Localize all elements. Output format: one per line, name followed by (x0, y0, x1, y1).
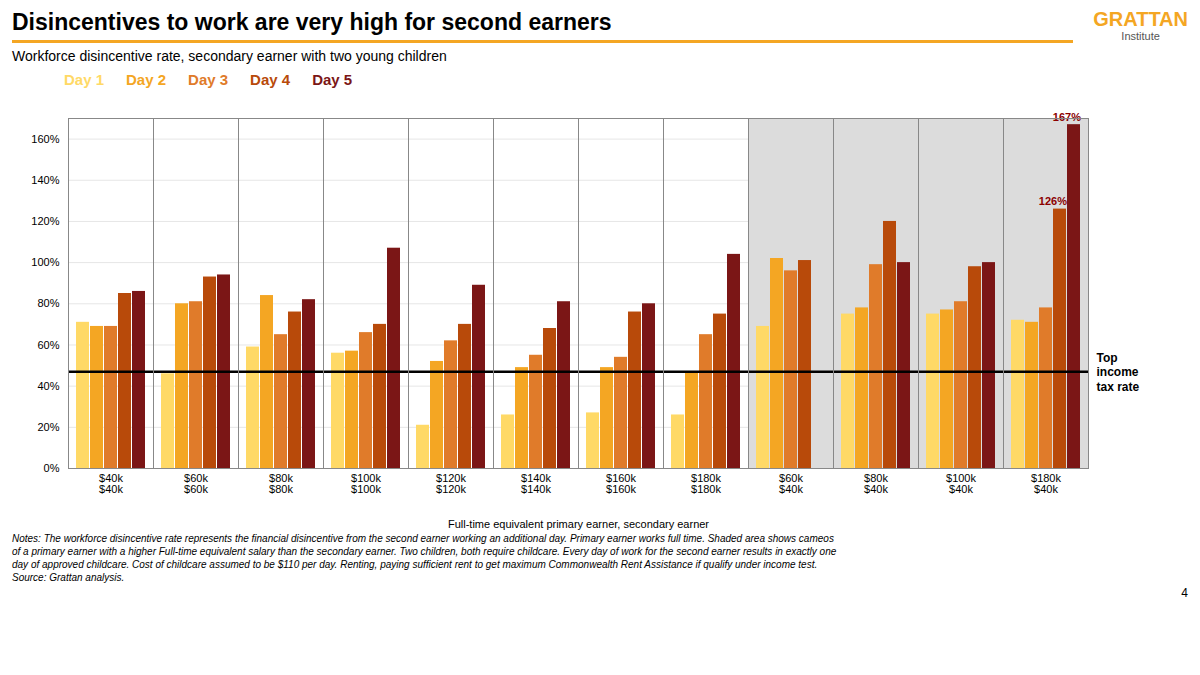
html-text:Day 5: Day 5 (312, 71, 353, 88)
svg-text:$180k$40k: $180k$40k (1031, 472, 1061, 495)
svg-text:$160k$160k: $160k$160k (606, 472, 636, 495)
svg-text:$100k$100k: $100k$100k (351, 472, 381, 495)
svg-text:$60k$40k: $60k$40k (779, 472, 803, 495)
html-text:day of approved childcare. Cos: day of approved childcare. Cost of child… (12, 559, 818, 570)
svg-text:167%: 167% (1053, 111, 1081, 123)
svg-text:$180k$180k: $180k$180k (691, 472, 721, 495)
html-text:GRATTAN: GRATTAN (1093, 8, 1188, 30)
svg-text:80%: 80% (37, 297, 59, 309)
svg-text:Full-time equivalent primary e: Full-time equivalent primary earner, sec… (448, 518, 709, 530)
svg-text:40%: 40% (37, 380, 59, 392)
html-text:4: 4 (1181, 586, 1188, 600)
html-text:Day 2: Day 2 (126, 71, 167, 88)
svg-text:100%: 100% (31, 256, 59, 268)
svg-text:126%: 126% (1039, 195, 1067, 207)
svg-text:$40k$40k: $40k$40k (99, 472, 123, 495)
svg-text:60%: 60% (37, 338, 59, 350)
svg-text:20%: 20% (37, 421, 59, 433)
svg-text:Topincometax rate: Topincometax rate (1097, 351, 1140, 394)
html-text:Source: Grattan analysis.: Source: Grattan analysis. (12, 572, 125, 583)
svg-text:160%: 160% (31, 133, 59, 145)
html-text:Day 4: Day 4 (250, 71, 291, 88)
svg-text:$80k$80k: $80k$80k (269, 472, 293, 495)
html-text:of a primary earner with a hig: of a primary earner with a higher Full-t… (12, 546, 837, 557)
svg-text:$80k$40k: $80k$40k (864, 472, 888, 495)
svg-text:140%: 140% (31, 174, 59, 186)
html-text:Day 3: Day 3 (188, 71, 229, 88)
svg-text:$140k$140k: $140k$140k (521, 472, 551, 495)
html-text:Workforce disincentive rate, s: Workforce disincentive rate, secondary e… (12, 48, 447, 64)
html-text:Disincentives to work are very: Disincentives to work are very high for … (12, 9, 612, 35)
svg-text:$100k$40k: $100k$40k (946, 472, 976, 495)
html-text:Notes: The workforce disincent: Notes: The workforce disincentive rate r… (12, 533, 834, 544)
html-text:Day 1: Day 1 (64, 71, 104, 88)
svg-text:$60k$60k: $60k$60k (184, 472, 208, 495)
html-text:Institute: Institute (1121, 30, 1160, 42)
svg-text:0%: 0% (44, 462, 60, 474)
svg-text:120%: 120% (31, 215, 59, 227)
svg-text:$120k$120k: $120k$120k (436, 472, 466, 495)
